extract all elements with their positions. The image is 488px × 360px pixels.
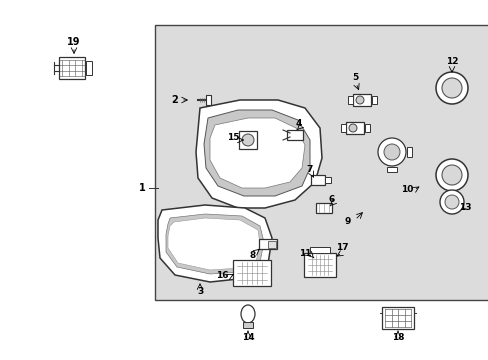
Circle shape bbox=[441, 165, 461, 185]
Polygon shape bbox=[203, 110, 309, 196]
Text: 15: 15 bbox=[226, 134, 239, 143]
Text: 9: 9 bbox=[344, 217, 350, 226]
Text: 4: 4 bbox=[295, 120, 302, 129]
Bar bbox=[309, 247, 329, 253]
Text: 6: 6 bbox=[328, 195, 334, 204]
Bar bbox=[340, 124, 345, 132]
Bar bbox=[386, 166, 396, 171]
Polygon shape bbox=[196, 100, 321, 208]
Circle shape bbox=[242, 134, 253, 146]
Polygon shape bbox=[155, 25, 488, 300]
Bar bbox=[371, 96, 376, 104]
Bar bbox=[381, 307, 413, 329]
Bar bbox=[347, 96, 352, 104]
Ellipse shape bbox=[241, 305, 254, 323]
Text: 18: 18 bbox=[391, 333, 404, 342]
Circle shape bbox=[441, 78, 461, 98]
Circle shape bbox=[355, 96, 363, 104]
Bar bbox=[59, 57, 85, 79]
Bar bbox=[243, 322, 252, 328]
Text: 17: 17 bbox=[335, 243, 347, 252]
Circle shape bbox=[435, 159, 467, 191]
Bar bbox=[259, 239, 276, 249]
Text: 8: 8 bbox=[249, 252, 256, 261]
Bar bbox=[304, 253, 335, 277]
Text: 12: 12 bbox=[445, 58, 457, 67]
Bar bbox=[267, 240, 275, 248]
Text: 1: 1 bbox=[138, 183, 145, 193]
Text: 16: 16 bbox=[215, 270, 228, 279]
Polygon shape bbox=[165, 214, 264, 274]
Text: 10: 10 bbox=[400, 185, 412, 194]
Bar bbox=[352, 94, 370, 106]
Circle shape bbox=[377, 138, 405, 166]
Bar bbox=[346, 122, 363, 134]
Circle shape bbox=[435, 72, 467, 104]
Circle shape bbox=[444, 195, 458, 209]
Text: 19: 19 bbox=[67, 37, 81, 47]
Bar bbox=[310, 175, 325, 185]
Bar bbox=[325, 177, 330, 183]
Bar bbox=[205, 95, 210, 105]
Text: 3: 3 bbox=[197, 288, 203, 297]
Text: 5: 5 bbox=[351, 73, 357, 82]
Polygon shape bbox=[168, 218, 260, 270]
Bar bbox=[406, 147, 411, 157]
Text: 14: 14 bbox=[241, 333, 254, 342]
Bar bbox=[86, 61, 92, 75]
Bar bbox=[286, 130, 303, 140]
Bar bbox=[315, 203, 331, 213]
Text: 7: 7 bbox=[306, 166, 312, 175]
Text: 2: 2 bbox=[171, 95, 178, 105]
Text: 11: 11 bbox=[298, 248, 311, 257]
Circle shape bbox=[383, 144, 399, 160]
Bar bbox=[364, 124, 369, 132]
Bar bbox=[239, 131, 257, 149]
Polygon shape bbox=[158, 205, 271, 282]
Bar bbox=[232, 260, 270, 286]
Circle shape bbox=[348, 124, 356, 132]
Text: 13: 13 bbox=[458, 203, 470, 212]
Circle shape bbox=[439, 190, 463, 214]
Polygon shape bbox=[209, 118, 305, 188]
